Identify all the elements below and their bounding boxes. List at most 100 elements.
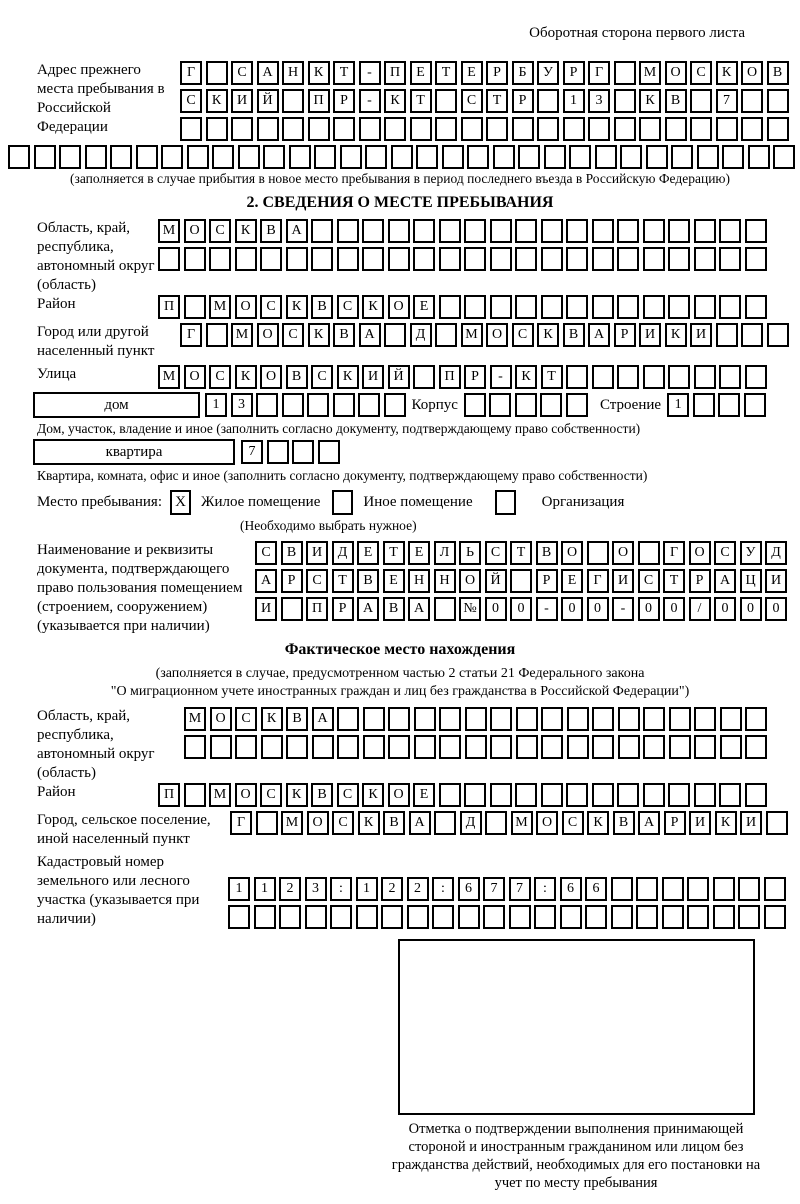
char-cell[interactable]: В [286, 707, 308, 731]
char-cell[interactable]: С [180, 89, 202, 113]
char-cell[interactable] [569, 145, 591, 169]
char-cell[interactable] [387, 219, 410, 243]
char-cell[interactable]: - [358, 89, 381, 113]
char-cell[interactable]: Р [663, 811, 686, 835]
char-cell[interactable] [763, 877, 786, 901]
char-cell[interactable] [433, 597, 456, 621]
char-cell[interactable]: 0 [484, 597, 507, 621]
char-cell[interactable] [388, 735, 410, 759]
char-cell[interactable] [384, 117, 406, 141]
char-cell[interactable]: К [384, 89, 406, 113]
char-cell[interactable]: 7 [715, 89, 738, 113]
char-cell[interactable]: М [639, 61, 661, 85]
char-cell[interactable] [263, 145, 285, 169]
char-cell[interactable]: С [484, 541, 507, 565]
char-cell[interactable] [613, 61, 636, 85]
char-cell[interactable]: П [158, 295, 180, 319]
char-cell[interactable]: - [489, 365, 512, 389]
char-cell[interactable]: О [486, 323, 508, 347]
char-cell[interactable]: - [358, 61, 381, 85]
char-cell[interactable] [237, 145, 260, 169]
char-cell[interactable] [8, 145, 30, 169]
char-cell[interactable] [694, 735, 716, 759]
char-cell[interactable] [435, 117, 457, 141]
char-cell[interactable]: М [510, 811, 533, 835]
char-cell[interactable] [260, 247, 282, 271]
char-cell[interactable]: Д [459, 811, 482, 835]
char-cell[interactable] [620, 145, 642, 169]
char-cell[interactable]: К [205, 89, 228, 113]
char-cell[interactable]: М [209, 783, 231, 807]
char-cell[interactable]: С [311, 365, 333, 389]
char-cell[interactable]: 1 [667, 393, 690, 417]
char-cell[interactable] [307, 117, 330, 141]
char-cell[interactable]: О [234, 295, 257, 319]
char-cell[interactable]: В [311, 295, 333, 319]
char-cell[interactable]: И [690, 323, 712, 347]
char-cell[interactable]: В [357, 569, 379, 593]
char-cell[interactable]: И [639, 323, 661, 347]
char-cell[interactable] [435, 89, 457, 113]
char-cell[interactable] [773, 145, 795, 169]
char-cell[interactable]: А [714, 569, 736, 593]
char-cell[interactable] [457, 905, 480, 929]
char-cell[interactable]: № [459, 597, 481, 621]
char-cell[interactable] [719, 219, 741, 243]
char-cell[interactable]: К [362, 783, 384, 807]
checkbox-organization[interactable] [494, 490, 516, 515]
char-cell[interactable] [439, 735, 461, 759]
house-type-field[interactable]: дом [33, 392, 200, 418]
char-cell[interactable] [617, 219, 639, 243]
char-cell[interactable] [668, 735, 691, 759]
char-cell[interactable]: А [358, 323, 381, 347]
char-cell[interactable]: В [260, 219, 282, 243]
char-cell[interactable]: О [234, 783, 257, 807]
char-cell[interactable] [362, 247, 384, 271]
char-cell[interactable] [413, 247, 435, 271]
char-cell[interactable] [180, 117, 202, 141]
char-cell[interactable] [541, 707, 563, 731]
char-cell[interactable] [712, 905, 735, 929]
char-cell[interactable]: А [638, 811, 660, 835]
char-cell[interactable] [336, 219, 359, 243]
char-cell[interactable] [515, 247, 537, 271]
char-cell[interactable]: Н [433, 569, 456, 593]
char-cell[interactable]: М [231, 323, 253, 347]
char-cell[interactable]: К [234, 365, 257, 389]
char-cell[interactable]: А [256, 61, 279, 85]
char-cell[interactable] [383, 393, 406, 417]
char-cell[interactable]: И [740, 811, 762, 835]
char-cell[interactable]: 3 [304, 877, 327, 901]
char-cell[interactable] [355, 905, 378, 929]
char-cell[interactable]: М [158, 219, 180, 243]
char-cell[interactable]: П [307, 89, 330, 113]
char-cell[interactable] [489, 783, 512, 807]
char-cell[interactable]: 7 [508, 877, 531, 901]
char-cell[interactable] [594, 145, 617, 169]
char-cell[interactable]: С [209, 365, 231, 389]
char-cell[interactable]: Г [180, 323, 202, 347]
char-cell[interactable] [228, 905, 250, 929]
char-cell[interactable]: П [438, 365, 461, 389]
char-cell[interactable] [384, 323, 406, 347]
char-cell[interactable]: О [612, 541, 634, 565]
char-cell[interactable] [365, 145, 387, 169]
char-cell[interactable]: К [285, 783, 308, 807]
char-cell[interactable]: Р [562, 61, 585, 85]
char-cell[interactable] [617, 365, 639, 389]
char-cell[interactable] [687, 877, 709, 901]
char-cell[interactable] [489, 247, 512, 271]
char-cell[interactable] [738, 877, 760, 901]
char-cell[interactable] [235, 735, 257, 759]
char-cell[interactable]: О [561, 541, 583, 565]
char-cell[interactable] [464, 735, 487, 759]
char-cell[interactable]: С [235, 707, 257, 731]
char-cell[interactable] [617, 707, 640, 731]
char-cell[interactable] [541, 735, 563, 759]
char-cell[interactable]: И [306, 541, 328, 565]
char-cell[interactable]: Р [511, 89, 534, 113]
char-cell[interactable]: Р [280, 569, 303, 593]
char-cell[interactable] [738, 905, 760, 929]
char-cell[interactable] [486, 117, 508, 141]
char-cell[interactable] [566, 219, 588, 243]
